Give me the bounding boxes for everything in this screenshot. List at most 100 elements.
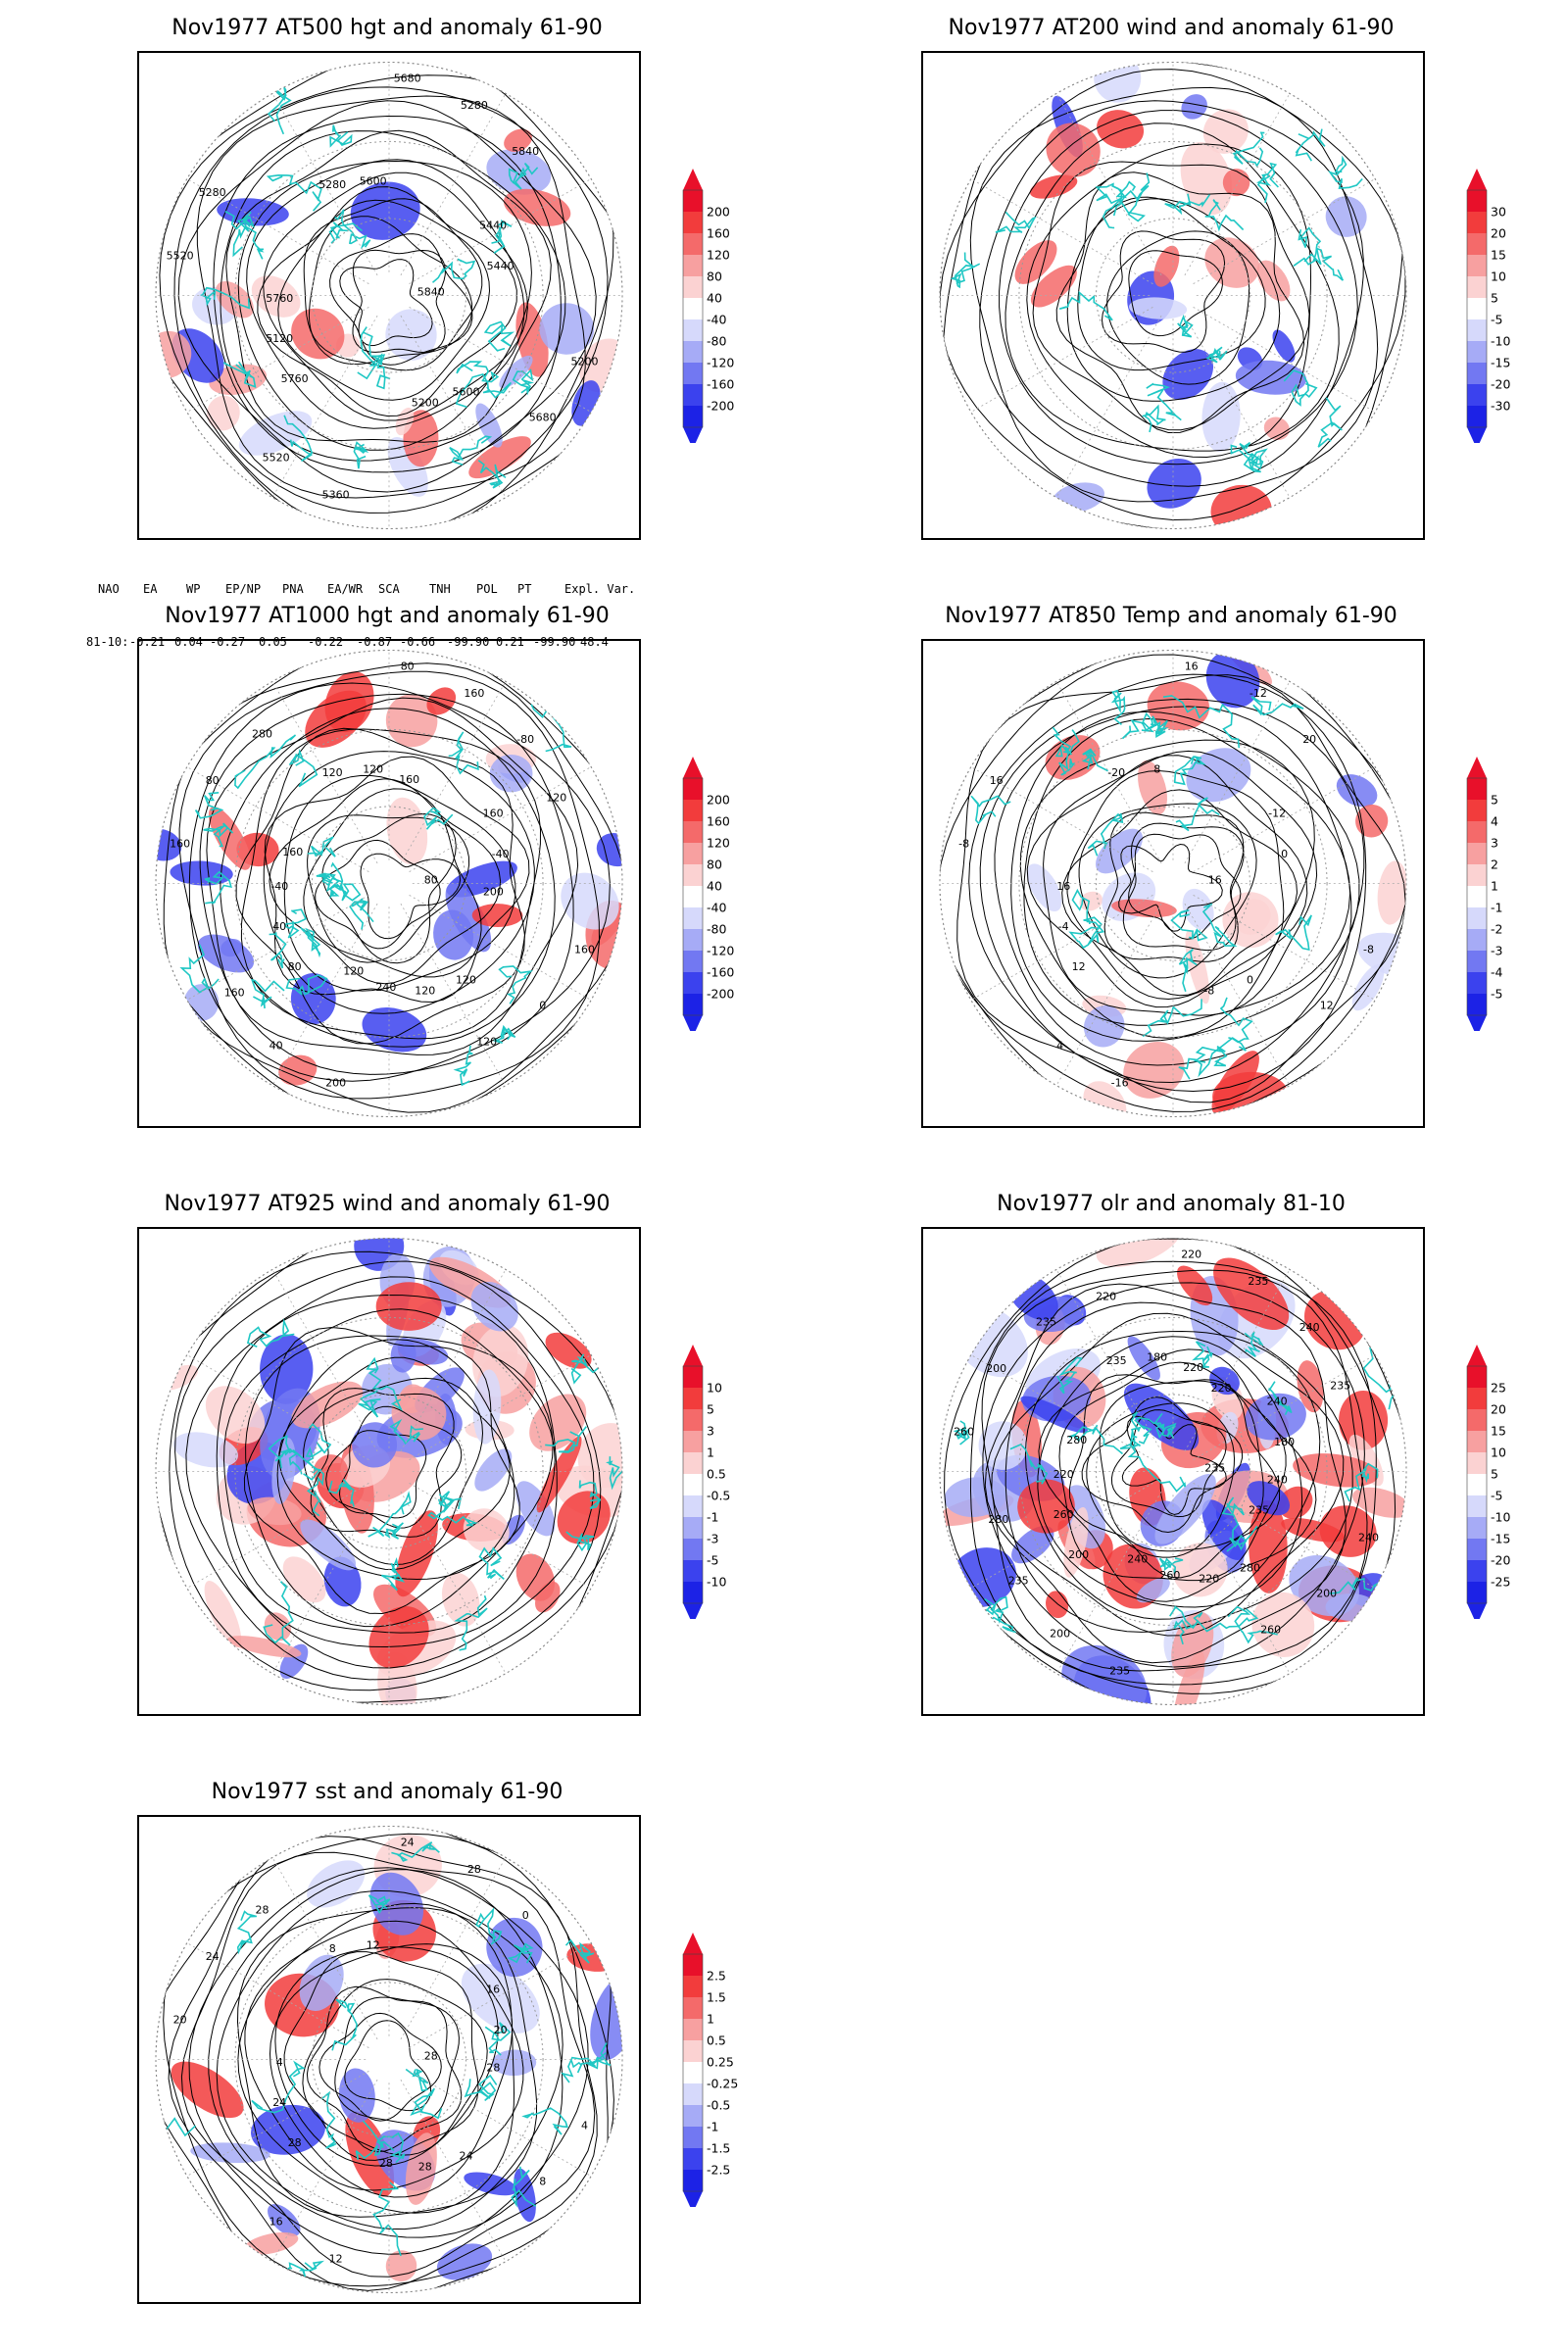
contour-label: 5280: [461, 99, 488, 112]
contour-label: -12: [1250, 687, 1267, 700]
colorbar-label: 10: [707, 1380, 722, 1396]
contour-label: 16: [990, 774, 1004, 787]
coastline: [329, 124, 353, 148]
contour-line: [344, 2020, 432, 2112]
colorbar-swatch: [1467, 384, 1487, 406]
contour-line: [968, 673, 1367, 1093]
anomaly-shade: [405, 2132, 437, 2205]
colorbar-swatch: [1467, 341, 1487, 363]
meridian-line: [400, 2079, 507, 2262]
colorbar-label: -1.5: [707, 2140, 731, 2156]
latitude-circle: [234, 728, 544, 1039]
meridian-line: [1193, 766, 1376, 872]
coastline: [274, 1447, 303, 1475]
coastline: [578, 1480, 602, 1510]
contour-label: 16: [1056, 880, 1070, 893]
contour-line: [306, 1985, 463, 2153]
meridian-line: [400, 681, 507, 864]
anomaly-shade: [391, 1386, 447, 1441]
colorbar-label: 3: [1491, 835, 1498, 851]
meridian-line: [970, 307, 1153, 413]
coastline: [570, 1353, 601, 1385]
anomaly-shade: [1325, 196, 1367, 237]
contour-label: -8: [1203, 985, 1214, 998]
coastline: [1275, 914, 1312, 952]
contour-label: 5200: [571, 356, 599, 368]
colorbar-swatches: [682, 1345, 704, 1625]
anomaly-shade: [470, 1281, 518, 1332]
colorbar-swatch: [683, 1431, 703, 1452]
teleconnection-value: -0.87: [357, 635, 393, 649]
teleconnection-value: -0.21: [129, 635, 166, 649]
panel-title-p6: Nov1977 olr and anomaly 81-10: [997, 1192, 1346, 1216]
contour-label: 5280: [318, 178, 346, 191]
coastline: [285, 2260, 324, 2278]
contour-label: 40: [270, 1040, 283, 1053]
contour-label: 5440: [487, 260, 514, 272]
anomaly-shade: [156, 828, 182, 861]
coastline: [368, 1491, 412, 1538]
colorbar-swatch: [683, 907, 703, 929]
meridian-line: [1055, 903, 1162, 1086]
anomaly-shade: [1030, 265, 1077, 308]
contour-line: [1081, 1396, 1244, 1534]
meridian-line: [186, 2071, 369, 2177]
coastline: [1201, 903, 1238, 947]
colorbar-swatch: [683, 994, 703, 1015]
anomaly-shade: [350, 181, 420, 240]
meridian-line: [271, 1857, 378, 2040]
anomaly-shade: [1210, 484, 1272, 529]
contour-line: [338, 1430, 427, 1519]
contour-label: -12: [1268, 807, 1286, 819]
contour-label: 5200: [412, 397, 439, 410]
contour-line: [940, 69, 1406, 521]
contour-label: 5840: [417, 286, 445, 299]
map-boundary: [155, 62, 623, 529]
colorbar-label: -5: [1491, 312, 1503, 327]
contour-label: 160: [282, 846, 303, 858]
anomaly-shade: [375, 1282, 442, 1331]
colorbar-top-arrow: [683, 1345, 703, 1366]
colorbar-label: 1: [707, 2011, 714, 2027]
colorbar-label: -40: [707, 900, 727, 915]
coastline: [1081, 748, 1108, 772]
contour-label: -20: [1107, 766, 1125, 779]
colorbar-bottom-arrow: [683, 427, 703, 449]
coastline: [1193, 1608, 1259, 1633]
anomaly-shade: [397, 1338, 449, 1365]
coastline: [250, 978, 285, 1009]
meridian-line: [409, 895, 592, 1001]
anomaly-shade: [472, 1369, 502, 1445]
anomaly-shade: [1061, 1644, 1148, 1705]
coastline: [1193, 1045, 1228, 1067]
contour-line: [216, 1294, 558, 1648]
contour-label: 280: [1240, 1561, 1260, 1574]
teleconnection-header: EA: [143, 582, 158, 596]
colorbar-swatch: [1467, 929, 1487, 951]
contour-label: 5360: [322, 489, 350, 502]
contour-line: [1004, 1301, 1353, 1633]
colorbar-swatch: [1467, 778, 1487, 800]
colorbar-swatch: [1467, 233, 1487, 255]
contour-label: 5280: [199, 186, 226, 199]
meridian-line: [970, 178, 1153, 284]
colorbar-label: 5: [707, 1401, 714, 1417]
coastline: [1204, 199, 1245, 232]
coastline: [1327, 155, 1363, 189]
contour-line: [310, 1388, 455, 1538]
colorbar-swatch: [683, 821, 703, 843]
map-panel-p2: [921, 51, 1425, 540]
anomaly-shade: [1319, 1505, 1377, 1557]
contour-line: [213, 115, 562, 473]
contour-line: [1099, 1380, 1264, 1552]
meridian-line: [186, 1942, 369, 2048]
contour-label: 220: [1054, 1468, 1074, 1481]
anomaly-shade: [1263, 416, 1290, 441]
colorbar-p3: 200 160 120 80 40 -40 -80 -120 -160 -200: [681, 757, 750, 1037]
colorbar-swatch: [683, 2127, 703, 2148]
contour-line: [1024, 1330, 1321, 1620]
colorbar-label: -4: [1491, 964, 1503, 980]
contour-label: 160: [574, 944, 595, 956]
colorbar-label: 1: [1491, 878, 1498, 894]
meridian-line: [1193, 307, 1376, 413]
